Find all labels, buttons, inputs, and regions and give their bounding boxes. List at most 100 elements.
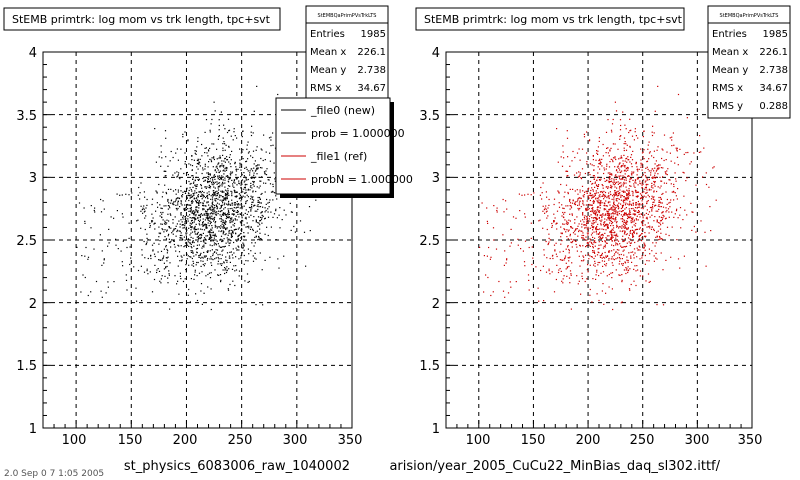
scatter-point bbox=[593, 264, 595, 266]
scatter-point bbox=[601, 184, 603, 186]
scatter-point bbox=[191, 165, 194, 167]
scatter-point bbox=[594, 262, 596, 264]
scatter-point bbox=[671, 139, 673, 141]
scatter-point bbox=[235, 168, 237, 170]
scatter-point bbox=[612, 212, 614, 214]
scatter-point bbox=[219, 246, 221, 248]
scatter-point bbox=[196, 252, 198, 254]
scatter-point bbox=[231, 179, 233, 181]
scatter-point bbox=[598, 211, 600, 214]
scatter-point bbox=[163, 231, 165, 233]
scatter-point bbox=[194, 231, 196, 233]
scatter-point bbox=[601, 237, 603, 239]
scatter-point bbox=[231, 202, 233, 204]
scatter-point bbox=[572, 239, 574, 241]
scatter-point bbox=[257, 196, 259, 199]
scatter-point bbox=[224, 245, 226, 247]
scatter-point bbox=[247, 170, 249, 172]
scatter-point bbox=[161, 216, 163, 219]
scatter-point bbox=[222, 176, 224, 178]
scatter-point bbox=[613, 245, 615, 247]
scatter-point bbox=[620, 178, 622, 181]
scatter-point bbox=[624, 166, 626, 168]
scatter-point bbox=[597, 150, 599, 152]
scatter-point bbox=[216, 205, 218, 208]
scatter-point bbox=[603, 177, 605, 180]
y-tick-label: 1.5 bbox=[419, 359, 440, 374]
scatter-point bbox=[504, 250, 506, 252]
scatter-point bbox=[276, 217, 278, 219]
scatter-point bbox=[221, 240, 223, 243]
scatter-point bbox=[619, 274, 621, 276]
scatter-point bbox=[238, 198, 240, 200]
scatter-point bbox=[623, 190, 625, 192]
scatter-point bbox=[223, 208, 225, 210]
scatter-point bbox=[198, 256, 200, 258]
scatter-point bbox=[213, 175, 215, 177]
scatter-point bbox=[611, 198, 613, 200]
scatter-point bbox=[635, 204, 637, 206]
scatter-point bbox=[613, 227, 615, 229]
scatter-point bbox=[615, 251, 617, 253]
scatter-point bbox=[188, 193, 190, 195]
scatter-point bbox=[646, 218, 648, 220]
scatter-point bbox=[216, 202, 219, 204]
scatter-point bbox=[611, 234, 613, 236]
scatter-point bbox=[204, 219, 206, 221]
scatter-point bbox=[180, 245, 182, 247]
scatter-point bbox=[621, 190, 623, 192]
scatter-point bbox=[671, 211, 673, 213]
scatter-point bbox=[237, 245, 239, 247]
scatter-point bbox=[548, 233, 550, 235]
scatter-point bbox=[560, 270, 562, 272]
scatter-point bbox=[630, 257, 632, 259]
scatter-point bbox=[620, 194, 622, 196]
scatter-point bbox=[223, 191, 225, 193]
scatter-point bbox=[569, 220, 571, 222]
scatter-point bbox=[186, 197, 188, 199]
scatter-point bbox=[587, 271, 589, 273]
scatter-point bbox=[180, 260, 183, 262]
scatter-point bbox=[661, 148, 663, 150]
scatter-point bbox=[638, 168, 640, 170]
scatter-point bbox=[598, 195, 600, 197]
scatter-point bbox=[668, 211, 670, 213]
scatter-point bbox=[225, 242, 227, 244]
x-tick-label: 250 bbox=[228, 433, 253, 448]
scatter-point bbox=[222, 143, 224, 145]
scatter-point bbox=[610, 236, 613, 238]
scatter-point bbox=[615, 219, 617, 221]
scatter-point bbox=[669, 201, 671, 203]
scatter-point bbox=[236, 195, 238, 197]
scatter-point bbox=[593, 242, 595, 244]
scatter-point bbox=[655, 257, 657, 259]
scatter-point bbox=[211, 181, 213, 183]
scatter-point bbox=[180, 168, 182, 170]
scatter-point bbox=[650, 189, 652, 191]
scatter-point bbox=[265, 182, 267, 184]
scatter-point bbox=[636, 174, 638, 176]
scatter-point bbox=[653, 220, 655, 222]
scatter-point bbox=[179, 230, 181, 232]
scatter-point bbox=[611, 235, 613, 237]
scatter-point bbox=[100, 198, 102, 201]
scatter-point bbox=[191, 169, 193, 171]
scatter-point bbox=[218, 175, 221, 177]
scatter-point bbox=[653, 176, 655, 178]
scatter-point bbox=[646, 191, 648, 194]
scatter-point bbox=[622, 200, 624, 202]
scatter-point bbox=[218, 274, 220, 276]
scatter-point bbox=[554, 250, 556, 252]
scatter-point bbox=[155, 210, 157, 212]
scatter-point bbox=[210, 221, 212, 223]
scatter-point bbox=[169, 160, 171, 162]
scatter-point bbox=[621, 238, 623, 240]
scatter-point bbox=[222, 227, 224, 229]
scatter-point bbox=[624, 169, 626, 171]
scatter-point bbox=[603, 194, 605, 196]
scatter-point bbox=[567, 193, 569, 195]
scatter-point bbox=[625, 186, 627, 188]
scatter-point bbox=[606, 179, 608, 181]
scatter-point bbox=[210, 205, 212, 207]
scatter-point bbox=[607, 211, 610, 213]
